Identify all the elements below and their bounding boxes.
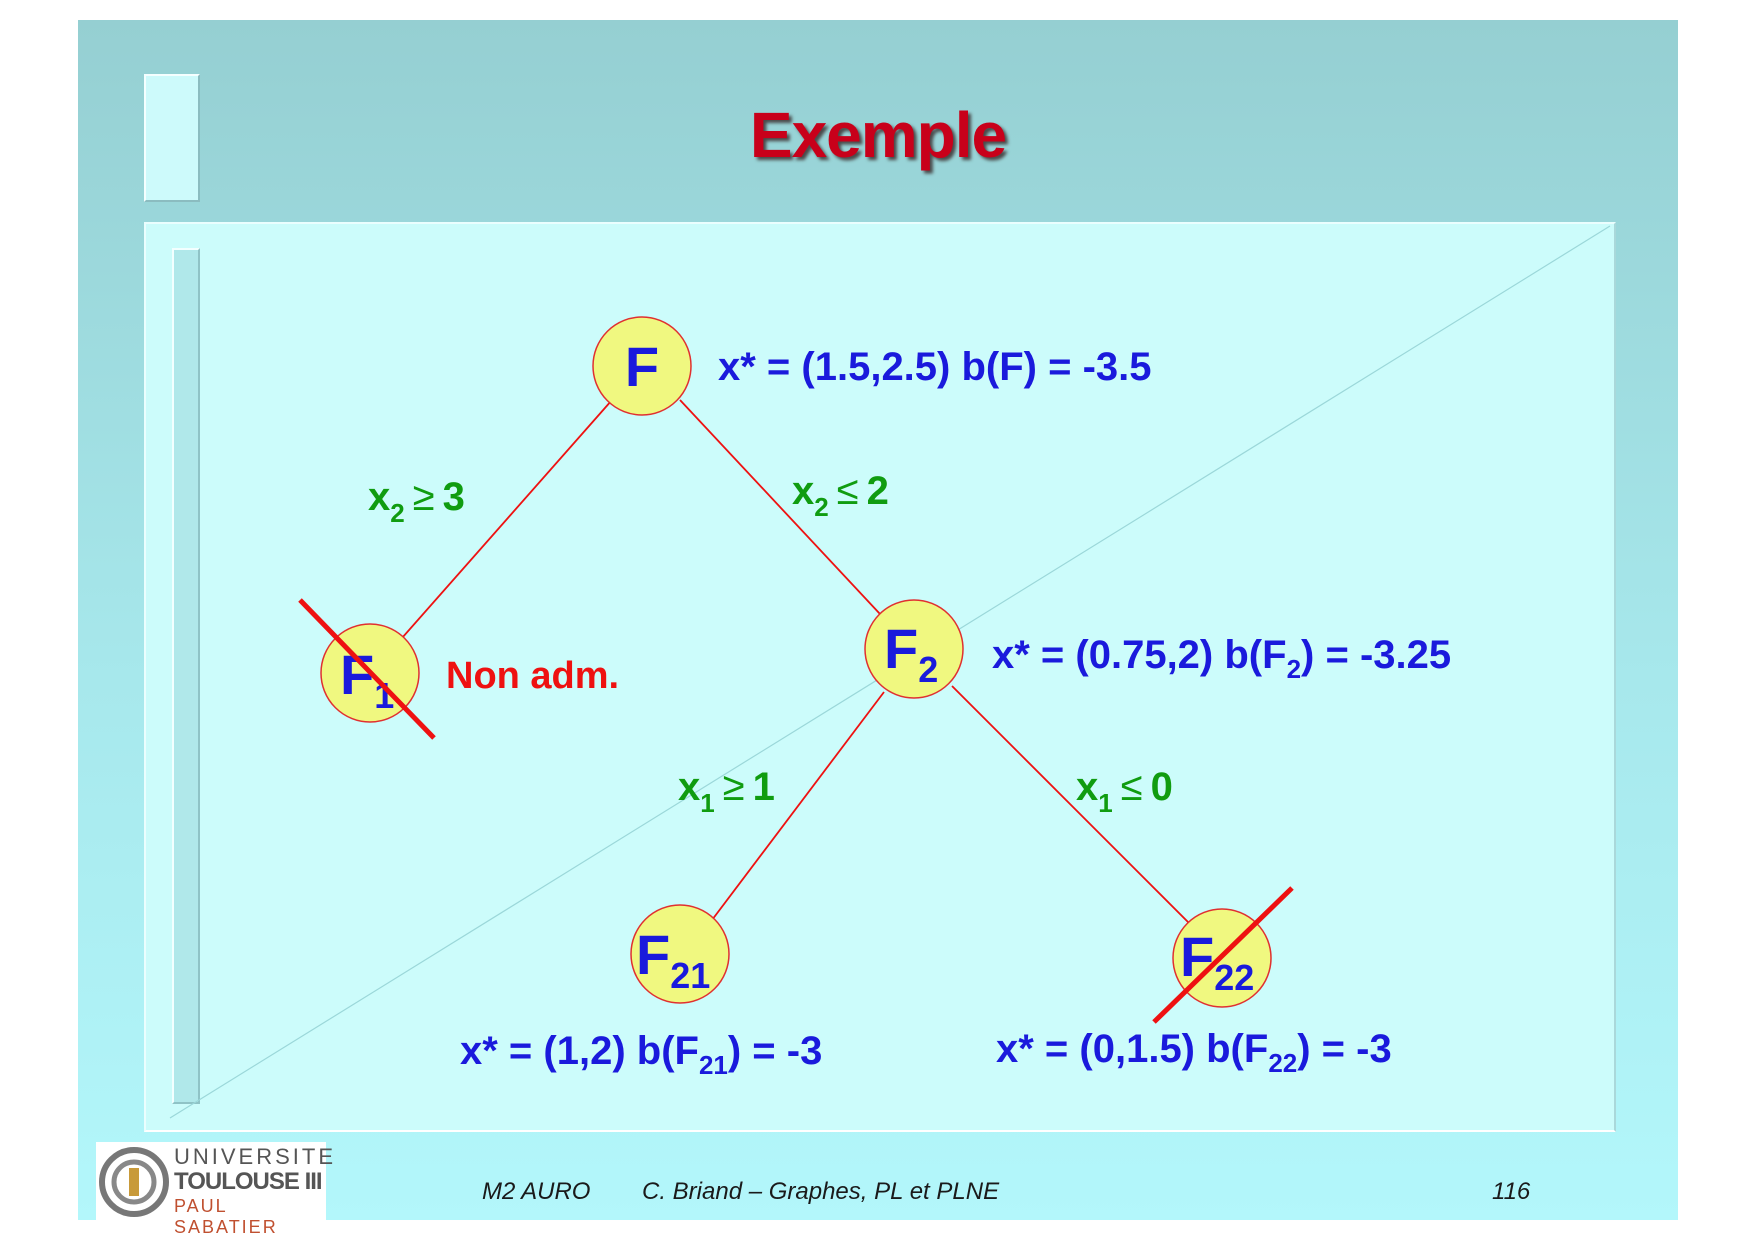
- node-F-label: F: [625, 335, 659, 398]
- status-F1-non-adm: Non adm.: [446, 655, 619, 697]
- edge-label-x2-le-2: x2 ≤2: [792, 469, 889, 522]
- edge-F2-F21: [711, 691, 885, 921]
- node-F22-label: F22: [1180, 925, 1254, 998]
- cross-F22: [1152, 886, 1294, 1024]
- node-F1-label: F1: [340, 643, 394, 716]
- cross-F1: [298, 598, 436, 740]
- info-F: x* = (1.5,2.5) b(F) = -3.5: [718, 345, 1152, 389]
- node-F2: F2: [864, 599, 964, 699]
- university-logo: UNIVERSITE TOULOUSE III PAUL SABATIER: [96, 1142, 333, 1237]
- slide-title: Exemple: [749, 99, 1007, 171]
- edge-F2-F22: [951, 685, 1191, 925]
- footer-course: M2 AURO: [482, 1178, 591, 1205]
- edge-F-F1: [401, 399, 613, 639]
- info-F22: x* = (0,1.5) b(F22) = -3: [996, 1027, 1392, 1078]
- footer-author: C. Briand – Graphes, PL et PLNE: [642, 1178, 1000, 1205]
- node-F21-label: F21: [636, 923, 710, 996]
- edge-label-x1-ge-1: x1 ≥1: [678, 765, 775, 818]
- logo-emblem-icon: [99, 1147, 169, 1217]
- edge-F-F2: [679, 399, 881, 615]
- node-F21: F21: [630, 904, 730, 1004]
- logo-line-3: PAUL SABATIER: [174, 1196, 278, 1237]
- node-F: F: [592, 316, 692, 416]
- info-F21: x* = (1,2) b(F21) = -3: [460, 1029, 822, 1080]
- panel-side-bar: [172, 248, 200, 1104]
- info-F2: x* = (0.75,2) b(F2) = -3.25: [992, 633, 1451, 684]
- logo-line-2: TOULOUSE III: [174, 1168, 323, 1195]
- edge-label-x1-le-0: x1 ≤0: [1076, 765, 1173, 818]
- logo-line-1: UNIVERSITE: [174, 1144, 337, 1169]
- footer-page-number: 116: [1492, 1178, 1531, 1205]
- edge-label-x2-ge-3: x2 ≥3: [368, 475, 465, 528]
- corner-decoration: [144, 74, 200, 202]
- node-F2-label: F2: [884, 617, 938, 690]
